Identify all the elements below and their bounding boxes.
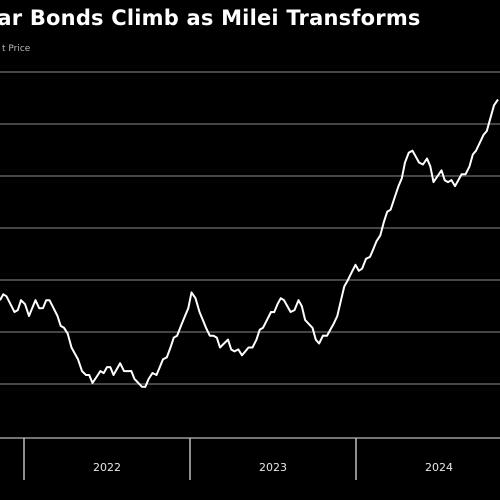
- x-tick-label: 2024: [425, 461, 453, 474]
- x-tick-labels: 2022 2023 2024: [93, 461, 453, 474]
- bond-price-line: [0, 98, 499, 388]
- chart-subtitle: t Price: [2, 44, 31, 54]
- gridlines: [0, 71, 500, 385]
- chart-title: lar Bonds Climb as Milei Transforms: [0, 6, 421, 30]
- x-axis: [0, 437, 500, 480]
- x-tick-label: 2023: [259, 461, 287, 474]
- x-tick-label: 2022: [93, 461, 121, 474]
